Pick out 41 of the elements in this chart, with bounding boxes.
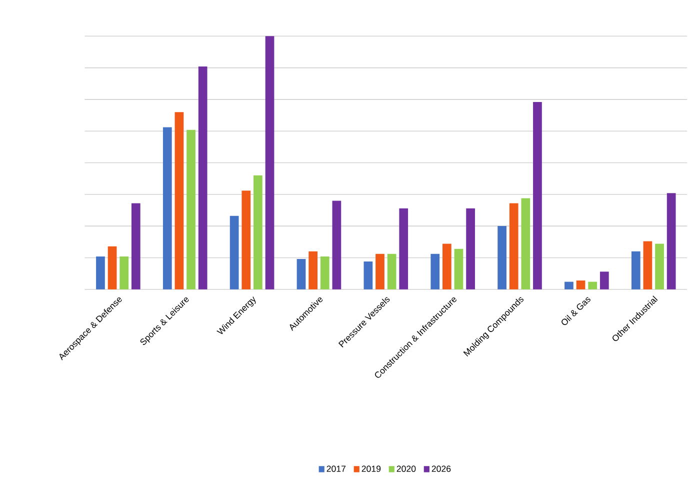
legend-label: 2017 bbox=[326, 465, 346, 472]
legend-label: 2019 bbox=[362, 465, 381, 472]
bar bbox=[162, 127, 172, 290]
legend-label: 2020 bbox=[396, 465, 416, 472]
bar bbox=[131, 203, 140, 290]
bar bbox=[442, 244, 452, 290]
bar bbox=[643, 241, 652, 290]
bar bbox=[186, 130, 196, 290]
bar bbox=[631, 251, 640, 290]
bar bbox=[254, 175, 262, 290]
bar bbox=[120, 256, 129, 290]
bar bbox=[666, 193, 676, 290]
bar bbox=[600, 272, 609, 290]
bar bbox=[498, 226, 506, 290]
legend-label: 2026 bbox=[432, 465, 451, 472]
bar bbox=[242, 190, 251, 290]
bar bbox=[320, 256, 330, 290]
bar bbox=[466, 208, 475, 290]
bar bbox=[564, 282, 574, 290]
bar bbox=[399, 208, 408, 290]
x-tick-label: Oil & Gas bbox=[562, 297, 590, 325]
bar bbox=[521, 198, 530, 290]
bar bbox=[364, 261, 373, 290]
bar bbox=[230, 216, 239, 290]
bar bbox=[265, 36, 274, 290]
bar bbox=[174, 112, 184, 290]
bar bbox=[430, 254, 440, 290]
bar bbox=[533, 102, 542, 290]
bar bbox=[588, 282, 598, 290]
bar bbox=[198, 66, 208, 290]
bar bbox=[387, 254, 396, 290]
bar bbox=[308, 251, 318, 290]
bar bbox=[296, 258, 306, 290]
bar bbox=[509, 203, 518, 290]
bar bbox=[376, 254, 384, 290]
bar bbox=[655, 244, 664, 290]
bar bbox=[576, 280, 586, 290]
bar bbox=[454, 248, 464, 290]
bar bbox=[96, 256, 105, 290]
bar bbox=[108, 246, 117, 290]
bar bbox=[332, 200, 342, 290]
